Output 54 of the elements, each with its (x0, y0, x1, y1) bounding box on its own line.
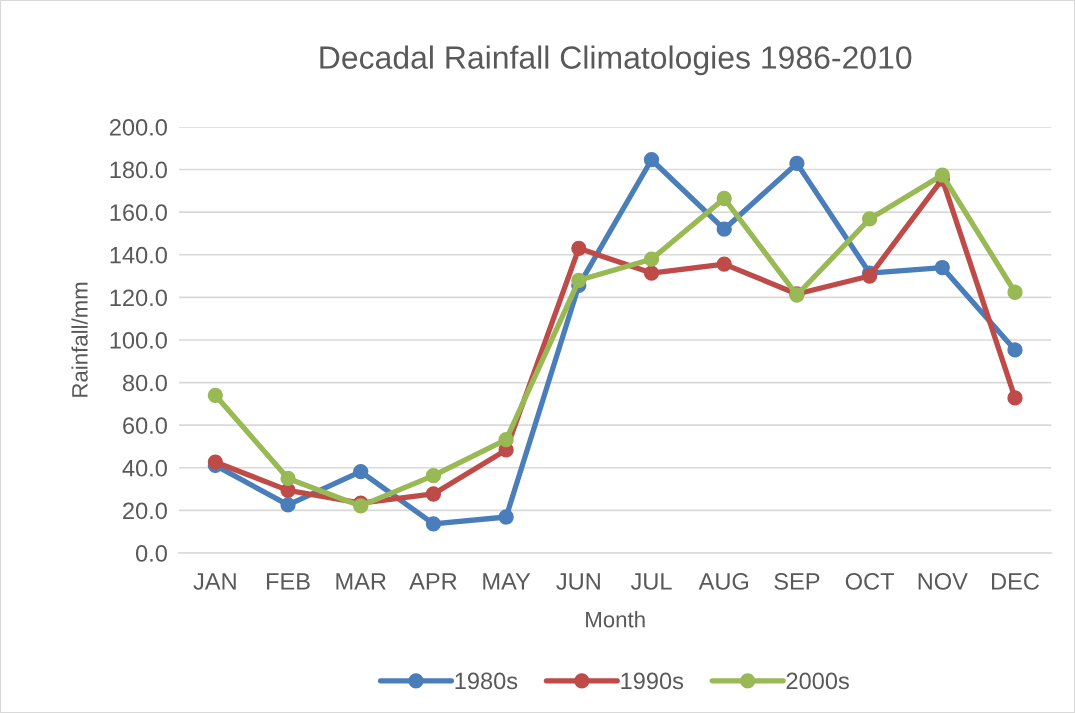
x-axis-title: Month (586, 611, 645, 628)
point (934, 259, 950, 276)
point (1007, 390, 1023, 406)
point (643, 265, 660, 281)
y-tick-label: 160.0 (110, 204, 167, 221)
x-tick-label: APR (409, 573, 457, 590)
x-tick-label: FEB (267, 573, 310, 590)
y-tick-label: 140.0 (110, 246, 167, 264)
point (498, 432, 514, 448)
point (280, 497, 296, 513)
y-tick-label: 40.0 (122, 459, 167, 477)
y-axis-title: Rainfall/mm (71, 282, 88, 397)
x-tick-label: JUL (630, 573, 672, 590)
y-tick-label: 180.0 (110, 161, 167, 179)
y-tick-label: 200.0 (109, 118, 167, 136)
point (716, 190, 732, 207)
y-tick-label: 20.0 (123, 502, 167, 520)
legend-label: 2000s (786, 672, 849, 690)
y-tick-label: 0.0 (135, 545, 167, 562)
y-tick-label: 80.0 (122, 374, 167, 392)
point (934, 167, 950, 183)
point (425, 468, 442, 484)
x-tick-label: DEC (992, 573, 1040, 590)
point (861, 211, 878, 227)
point (498, 509, 514, 525)
point (1007, 342, 1023, 358)
point (789, 155, 805, 171)
x-tick-label: SEP (774, 573, 820, 590)
point (280, 470, 296, 487)
y-tick-label: 120.0 (110, 289, 167, 307)
point (716, 256, 732, 272)
x-tick-label: MAY (483, 573, 531, 590)
chart-title: Decadal Rainfall Climatologies 1986-2010 (320, 45, 912, 76)
legend-label: 1990s (621, 672, 684, 690)
x-tick-label: OCT (845, 573, 894, 590)
point (643, 251, 660, 267)
x-tick-label: NOV (918, 573, 968, 590)
y-tick-label: 100.0 (110, 332, 167, 349)
point (1007, 284, 1023, 300)
point (207, 454, 223, 470)
x-tick-label: MAR (336, 573, 386, 590)
point (643, 152, 660, 168)
point (207, 387, 223, 403)
y-tick-label: 60.0 (123, 417, 167, 434)
point (716, 221, 732, 237)
point (571, 240, 587, 256)
x-tick-label: JAN (193, 573, 236, 590)
legend-label: 1980s (455, 672, 518, 690)
point (425, 486, 442, 502)
point (571, 272, 587, 288)
x-tick-label: AUG (698, 573, 749, 590)
point (353, 463, 369, 480)
point (425, 516, 442, 532)
x-tick-label: JUN (556, 573, 600, 590)
